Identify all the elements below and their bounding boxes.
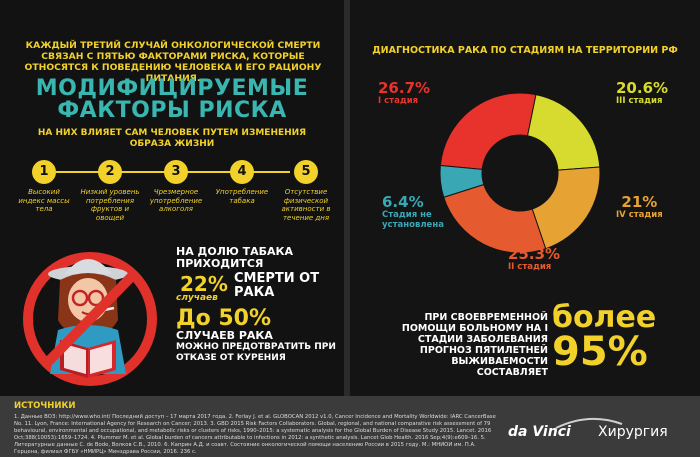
left-panel <box>0 0 344 396</box>
title-line-2: ФАКТОРЫ РИСКА <box>57 98 287 123</box>
intro-text: КАЖДЫЙ ТРЕТИЙ СЛУЧАЙ ОНКОЛОГИЧЕСКОЙ СМЕР… <box>24 40 322 84</box>
tobacco-cases: случаев <box>176 293 218 303</box>
factor-number: 5 <box>294 160 318 184</box>
swoosh-icon <box>555 417 623 429</box>
slice-name: IV стадия <box>616 210 663 220</box>
slice-label-stage-4: 21% IV стадия <box>616 194 663 220</box>
slice-name: I стадия <box>378 96 419 106</box>
sources-text: 1. Данные ВОЗ: http://www.who.int/ После… <box>14 414 496 455</box>
factor-number: 2 <box>98 160 122 184</box>
brand-logo: da Vinci Хирургия <box>508 416 698 446</box>
factor-1: 1 Высокий индекс массы тела <box>14 160 74 214</box>
preventable-line-2: МОЖНО ПРЕДОТВРАТИТЬ ПРИ ОТКАЗЕ ОТ КУРЕНИ… <box>176 342 336 363</box>
tobacco-percent: 22% <box>180 272 228 296</box>
slice-name: II стадия <box>508 262 552 272</box>
slice-label-stage-2: 25.3% II стадия <box>508 246 560 272</box>
tobacco-facts: НА ДОЛЮ ТАБАКА ПРИХОДИТСЯ 22% случаев СМ… <box>176 246 344 364</box>
factor-3: 3 Чрезмерное употребление алкоголя <box>146 160 206 214</box>
slice-value: 6.4% <box>382 193 424 211</box>
slice-value: 21% <box>621 193 658 211</box>
slice-value: 25.3% <box>508 245 561 263</box>
brand-da-vinci: da Vinci <box>508 424 571 440</box>
subtitle: НА НИХ ВЛИЯЕТ САМ ЧЕЛОВЕК ПУТЕМ ИЗМЕНЕНИ… <box>37 128 307 149</box>
tobacco-line-1: НА ДОЛЮ ТАБАКА ПРИХОДИТСЯ <box>176 245 293 270</box>
footer: ИСТОЧНИКИ 1. Данные ВОЗ: http://www.who.… <box>0 396 700 457</box>
slice-value: 26.7% <box>378 79 431 97</box>
brand-surgery: Хирургия <box>598 424 668 440</box>
factor-label: Отсутствие физической активности в течен… <box>281 188 331 222</box>
factor-4: 4 Употребление табака <box>212 160 272 205</box>
title-line-1: МОДИФИЦИРУЕМЫЕ <box>35 76 309 101</box>
survival-text: ПРИ СВОЕВРЕМЕННОЙ ПОМОЩИ БОЛЬНОМУ НА I С… <box>401 312 548 378</box>
slice-value: 20.6% <box>616 79 669 97</box>
survival-figure: более 95% <box>552 300 657 375</box>
tobacco-stat-row: 22% случаев СМЕРТИ ОТ РАКА <box>176 272 344 304</box>
sources-title: ИСТОЧНИКИ <box>14 401 76 411</box>
slice-label-stage-1: 26.7% I стадия <box>378 80 430 106</box>
factor-number: 4 <box>230 160 254 184</box>
factor-5: 5 Отсутствие физической активности в теч… <box>276 160 336 222</box>
tobacco-death: СМЕРТИ ОТ РАКА <box>234 271 320 300</box>
slice-name: Стадия не установлена <box>382 210 444 230</box>
preventable-percent: До 50% <box>176 306 272 331</box>
slice-label-unknown: 6.4% Стадия не установлена <box>382 194 446 230</box>
preventable-line-1: СЛУЧАЕВ РАКА <box>176 329 273 342</box>
panel-divider <box>344 0 350 396</box>
slice-name: III стадия <box>616 96 663 106</box>
factor-label: Употребление табака <box>215 188 269 205</box>
factor-number: 1 <box>32 160 56 184</box>
factor-label: Низкий уровень потребления фруктов и ово… <box>80 188 140 222</box>
survival-more: более <box>552 300 657 335</box>
survival-percent: 95% <box>552 329 648 375</box>
risk-factors: 1 Высокий индекс массы тела 2 Низкий уро… <box>10 160 340 230</box>
factor-label: Чрезмерное употребление алкоголя <box>149 188 203 213</box>
chart-title: ДИАГНОСТИКА РАКА ПО СТАДИЯМ НА ТЕРРИТОРИ… <box>372 45 678 56</box>
factor-label: Высокий индекс массы тела <box>18 188 70 213</box>
factor-number: 3 <box>164 160 188 184</box>
slice-label-stage-3: 20.6% III стадия <box>616 80 668 106</box>
no-smoking-illustration-icon <box>23 252 157 386</box>
factor-2: 2 Низкий уровень потребления фруктов и о… <box>80 160 140 222</box>
